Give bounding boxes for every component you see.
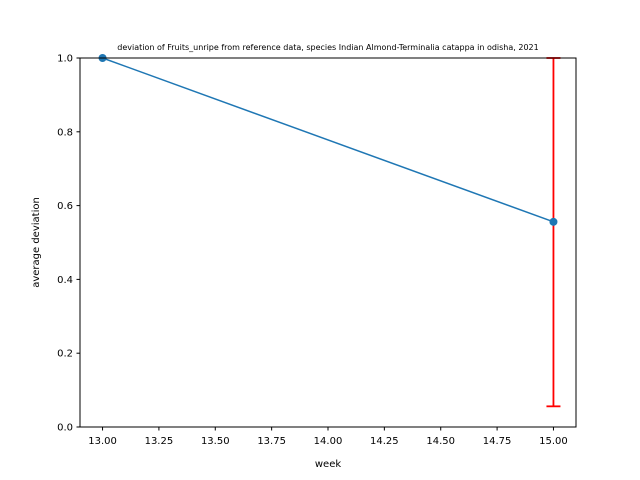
y-axis-label: average deviation xyxy=(31,197,42,288)
plot-area xyxy=(98,54,561,408)
x-axis: 13.00 13.25 13.50 13.75 14.00 14.25 14.50 14.75… xyxy=(88,427,568,447)
x-tick-label: 15.00 xyxy=(539,436,568,447)
series-line xyxy=(102,57,554,223)
y-tick-label: 0.8 xyxy=(57,127,73,138)
x-tick-label: 13.25 xyxy=(145,436,174,447)
x-tick-label: 13.50 xyxy=(201,436,230,447)
x-tick-label: 14.00 xyxy=(314,436,343,447)
x-tick-label: 14.50 xyxy=(426,436,455,447)
x-tick-label: 14.25 xyxy=(370,436,399,447)
y-tick-label: 0.6 xyxy=(57,201,73,212)
y-tick-label: 0.4 xyxy=(57,275,73,286)
chart-title: deviation of Fruits_unripe from referenc… xyxy=(117,43,538,52)
x-axis-label: week xyxy=(315,459,341,470)
y-tick-label: 0.0 xyxy=(57,423,73,434)
x-tick-label: 13.00 xyxy=(88,436,117,447)
x-tick-label: 13.75 xyxy=(257,436,286,447)
x-tick-label: 14.75 xyxy=(483,436,512,447)
y-tick-label: 1.0 xyxy=(57,54,73,65)
y-axis: 0.0 0.2 0.4 0.6 0.8 1.0 xyxy=(57,54,80,434)
data-point xyxy=(549,217,558,226)
y-tick-label: 0.2 xyxy=(57,349,73,360)
